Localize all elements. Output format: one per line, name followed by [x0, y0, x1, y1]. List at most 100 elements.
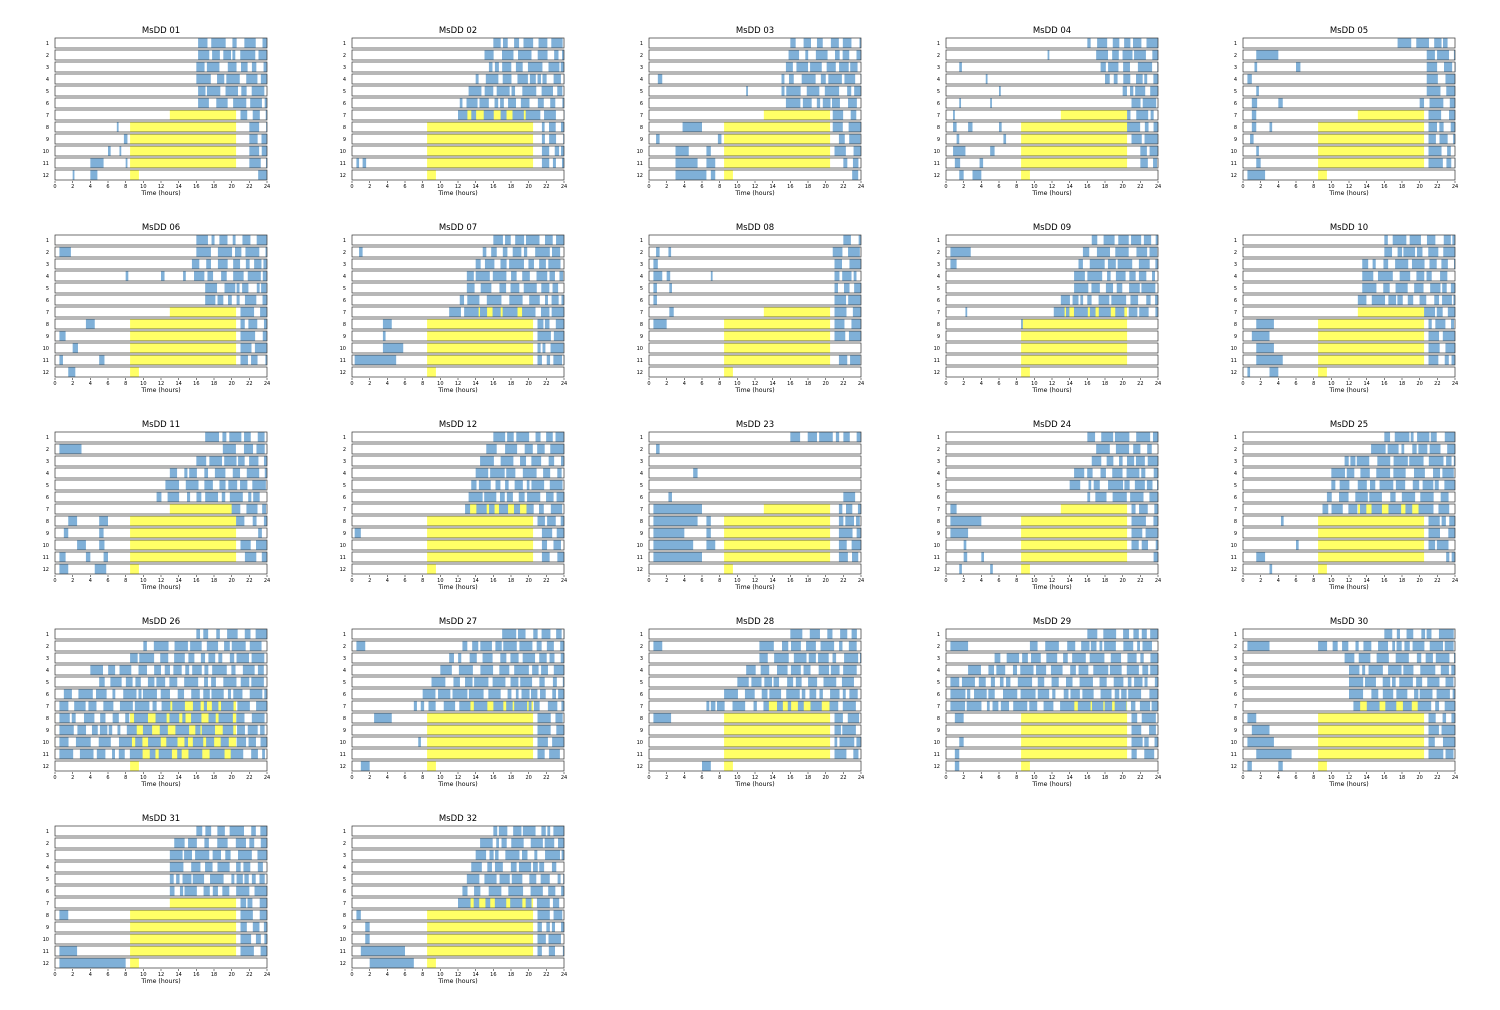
row-frame — [1242, 736, 1456, 748]
activity-bar — [503, 641, 517, 651]
activity-bar — [537, 749, 545, 759]
row-frame — [351, 664, 565, 676]
activity-bar — [496, 838, 499, 848]
activity-bar — [1053, 307, 1065, 317]
activity-bar — [1092, 701, 1104, 711]
highlight-band — [724, 319, 831, 329]
x-tick-label: 20 — [228, 972, 234, 978]
x-axis-label: Time (hours) — [140, 190, 180, 197]
activity-bar — [205, 862, 213, 872]
activity-bar — [471, 862, 482, 872]
x-tick-label: 4 — [1277, 775, 1280, 781]
row-label: 6 — [937, 495, 940, 501]
activity-bar — [499, 874, 510, 884]
row-label: 6 — [46, 495, 49, 501]
activity-bar — [842, 725, 856, 735]
activity-bar — [1412, 480, 1420, 490]
x-tick-label: 8 — [1015, 775, 1018, 781]
panel-title: MsDD 07 — [439, 223, 477, 233]
activity-bar — [1355, 641, 1359, 651]
x-tick-label: 0 — [350, 184, 353, 190]
activity-bar — [494, 98, 499, 108]
row-frame — [648, 527, 862, 539]
row-frame — [351, 443, 565, 455]
activity-bar — [1037, 677, 1045, 687]
x-tick-label: 16 — [490, 775, 496, 781]
row-label: 5 — [1234, 89, 1237, 95]
x-tick-label: 14 — [1363, 775, 1369, 781]
activity-bar — [838, 552, 848, 562]
activity-bar — [706, 158, 716, 168]
activity-bar — [810, 62, 822, 72]
x-tick-label: 8 — [421, 381, 424, 387]
activity-bar — [1131, 235, 1142, 245]
activity-bar — [537, 50, 548, 60]
activity-bar — [1029, 641, 1038, 651]
activity-bar — [653, 295, 657, 305]
activity-bar — [527, 492, 541, 502]
row-label: 4 — [937, 274, 940, 280]
activity-bar — [515, 235, 525, 245]
highlight-band — [427, 725, 534, 735]
activity-bar — [204, 677, 208, 687]
activity-bar — [1256, 158, 1261, 168]
activity-bar — [1430, 283, 1441, 293]
x-tick-label: 12 — [752, 381, 758, 387]
row-label: 3 — [46, 262, 49, 268]
activity-bar — [1012, 665, 1018, 675]
activity-bar — [473, 701, 488, 711]
activity-bar — [1099, 641, 1103, 651]
row-label: 11 — [934, 555, 940, 561]
x-tick-label: 10 — [437, 775, 443, 781]
activity-bar — [422, 689, 436, 699]
activity-bar — [59, 331, 66, 341]
row-label: 8 — [46, 125, 49, 131]
activity-bar — [815, 50, 828, 60]
activity-bar — [854, 283, 861, 293]
activity-bar — [1115, 444, 1130, 454]
row-frame — [351, 837, 565, 849]
activity-bar — [552, 737, 564, 747]
activity-bar — [1396, 629, 1400, 639]
x-tick-label: 0 — [53, 775, 56, 781]
activity-bar — [110, 677, 122, 687]
row-frame — [54, 133, 268, 145]
activity-bar — [776, 701, 783, 711]
highlight-band — [427, 319, 534, 329]
x-tick-label: 0 — [647, 775, 650, 781]
row-label: 7 — [343, 310, 346, 316]
x-tick-label: 22 — [840, 184, 846, 190]
x-tick-label: 12 — [158, 578, 164, 584]
activity-bar — [1093, 480, 1100, 490]
x-tick-label: 10 — [1031, 184, 1037, 190]
row-label: 7 — [1234, 113, 1237, 119]
activity-bar — [103, 552, 108, 562]
row-label: 10 — [340, 937, 346, 943]
activity-bar — [816, 98, 821, 108]
row-frame — [1242, 527, 1456, 539]
activity-bar — [560, 122, 564, 132]
row-frame — [54, 539, 268, 551]
row-frame — [1242, 282, 1456, 294]
activity-bar — [191, 259, 200, 269]
row-frame — [54, 945, 268, 957]
activity-bar — [493, 701, 504, 711]
activity-bar — [263, 62, 267, 72]
activity-bar — [240, 343, 252, 353]
activity-bar — [520, 677, 533, 687]
x-tick-label: 14 — [769, 775, 775, 781]
activity-bar — [134, 701, 150, 711]
activity-bar — [1371, 689, 1379, 699]
row-label: 3 — [46, 656, 49, 662]
x-tick-label: 20 — [525, 578, 531, 584]
activity-bar — [959, 737, 964, 747]
activity-bar — [1278, 761, 1283, 771]
activity-bar — [256, 235, 267, 245]
row-label: 8 — [1234, 519, 1237, 525]
row-frame — [54, 121, 268, 133]
panel-title: MsDD 28 — [736, 617, 774, 627]
activity-bar — [118, 737, 132, 747]
activity-bar — [852, 158, 859, 168]
